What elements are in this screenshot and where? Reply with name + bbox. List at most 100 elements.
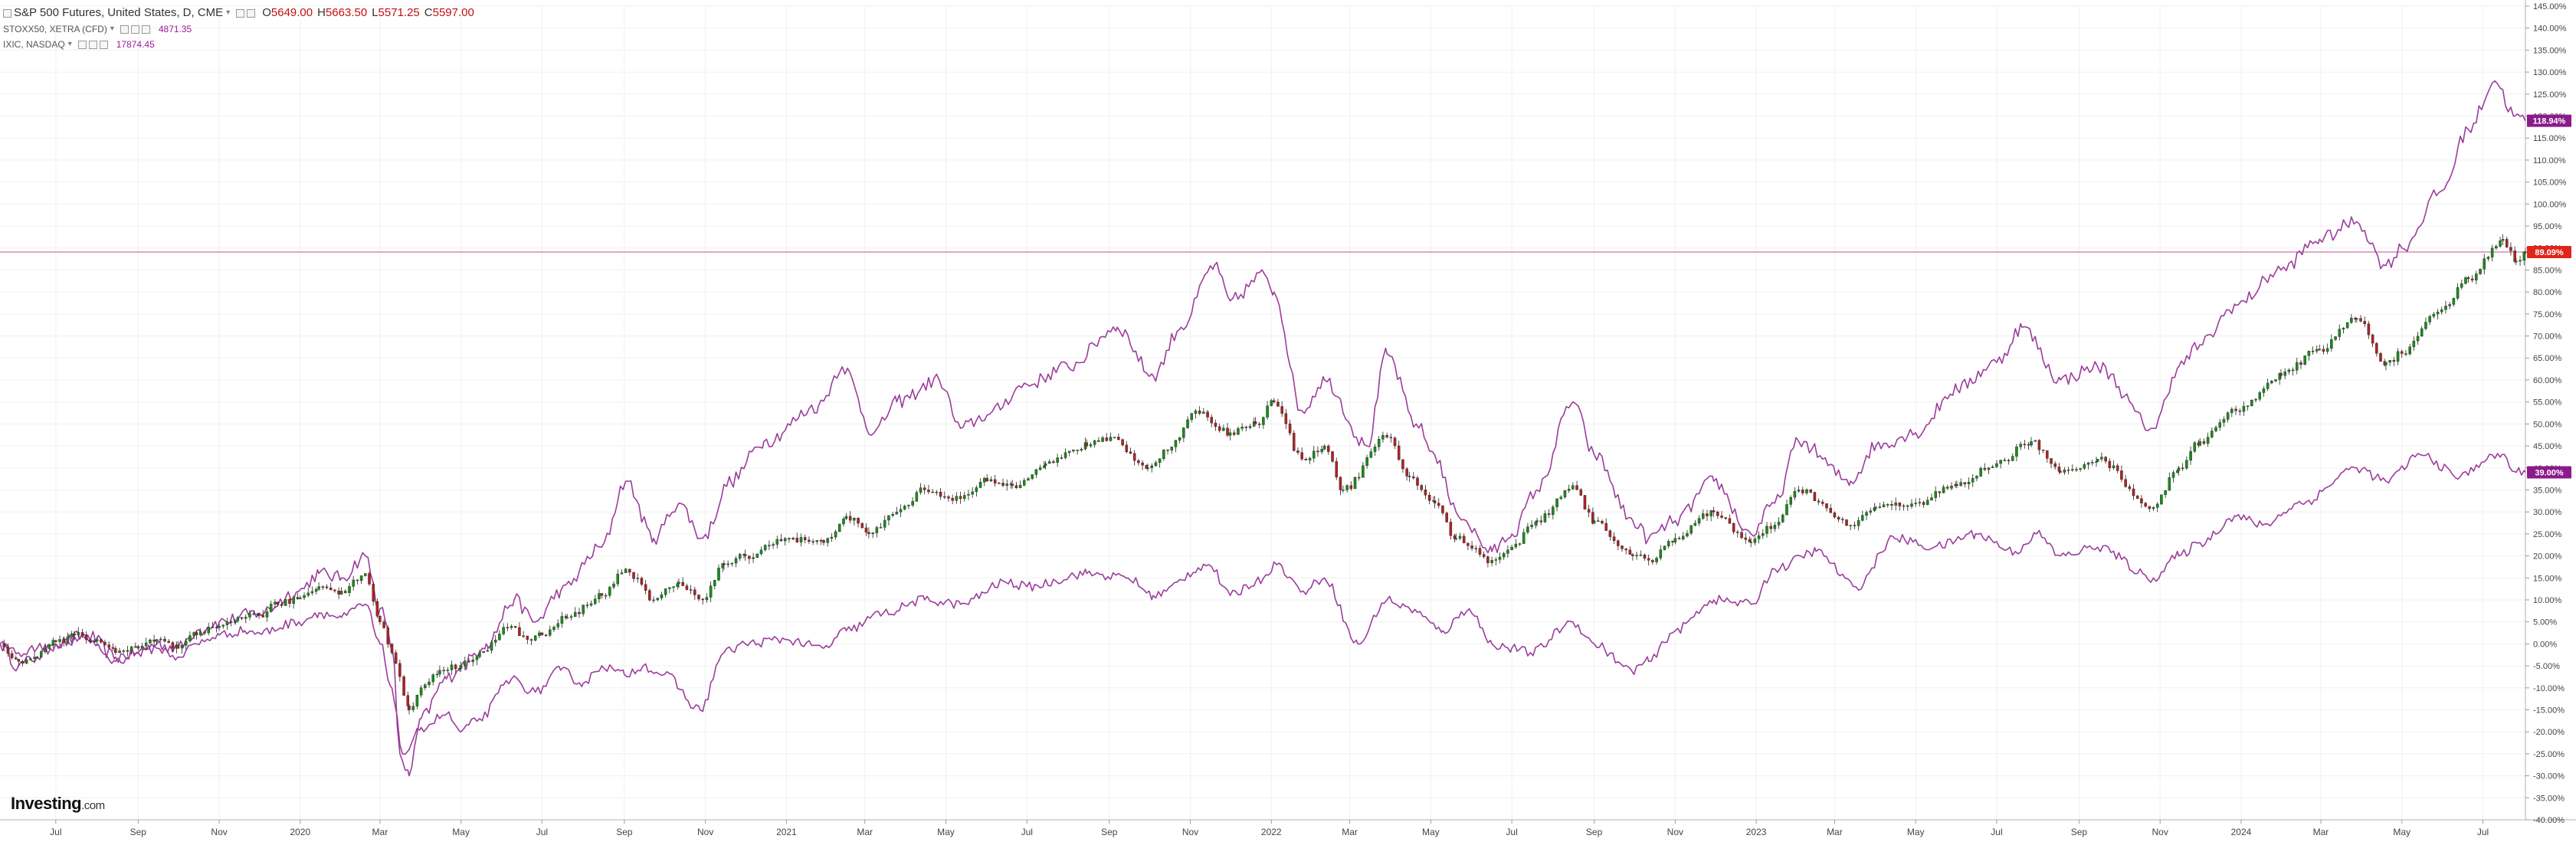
chevron-down-icon[interactable]: ▾: [67, 40, 72, 48]
candle-body: [1162, 449, 1165, 459]
settings-square-icon[interactable]: [120, 25, 129, 34]
legend-main-row[interactable]: S&P 500 Futures, United States, D, CME ▾…: [3, 5, 474, 21]
candle-body: [867, 532, 870, 535]
candle-body: [1047, 461, 1051, 464]
candle-body: [644, 584, 647, 591]
candle-body: [406, 695, 410, 706]
x-tick-label: May: [452, 827, 470, 837]
candle-body: [29, 658, 32, 660]
candle-body: [2424, 322, 2427, 329]
x-tick-label: May: [1422, 827, 1440, 837]
candle-body: [2046, 450, 2049, 459]
collapse-legend-icon[interactable]: [3, 8, 11, 18]
candle-body: [111, 647, 115, 649]
candle-body: [1592, 520, 1596, 524]
candle-body: [1412, 477, 1415, 479]
close-label: C: [424, 6, 433, 19]
candle-body: [2519, 260, 2522, 262]
settings-square-icon[interactable]: [77, 40, 87, 49]
candle-body: [1067, 450, 1071, 453]
candle-body: [1408, 476, 1411, 477]
candle-body: [598, 593, 601, 600]
candle-body: [1146, 467, 1149, 469]
candle-body: [549, 629, 552, 636]
candle-body: [1959, 482, 1962, 486]
candle-body: [303, 595, 306, 598]
candle-body: [114, 648, 117, 654]
candle-body: [77, 632, 80, 636]
candle-body: [236, 617, 240, 621]
candle-body: [2086, 462, 2090, 465]
candle-body: [2490, 247, 2494, 257]
candle-body: [2037, 440, 2041, 450]
hide-square-icon[interactable]: [247, 8, 256, 18]
candle-body: [1405, 468, 1408, 477]
settings-square-icon[interactable]: [236, 8, 245, 18]
hide-square-icon[interactable]: [130, 25, 139, 34]
legend-compare-row-2[interactable]: IXIC, NASDAQ ▾ 17874.45: [3, 37, 474, 52]
y-tick-label: 35.00%: [2533, 486, 2562, 495]
candle-body: [402, 676, 405, 696]
close-square-icon[interactable]: [141, 25, 150, 34]
candle-body: [442, 670, 445, 672]
y-axis[interactable]: 145.00%140.00%135.00%130.00%125.00%120.0…: [2525, 2, 2567, 825]
candle-body: [95, 639, 99, 642]
y-tick-label: -20.00%: [2533, 728, 2565, 737]
candle-body: [1043, 465, 1046, 468]
candle-body: [2246, 405, 2250, 407]
candle-body: [1647, 558, 1650, 561]
y-tick-label: 110.00%: [2533, 156, 2566, 165]
candle-body: [1785, 504, 1788, 516]
open-label: O: [262, 6, 271, 19]
compare-symbol-name[interactable]: STOXX50, XETRA (CFD): [3, 24, 107, 34]
candle-body: [2486, 257, 2490, 259]
close-square-icon[interactable]: [99, 40, 108, 49]
compare-symbol-name[interactable]: IXIC, NASDAQ: [3, 39, 65, 50]
hide-square-icon[interactable]: [88, 40, 97, 49]
candle-body: [163, 638, 166, 642]
candle-body: [1237, 428, 1240, 435]
x-tick-label: Jul: [1021, 827, 1033, 837]
candle-body: [1458, 536, 1462, 539]
candle-body: [1813, 492, 1817, 502]
main-symbol-title[interactable]: S&P 500 Futures, United States, D, CME: [14, 6, 224, 19]
candle-body: [122, 650, 126, 652]
y-tick-label: 20.00%: [2533, 552, 2562, 562]
candle-body: [2342, 328, 2345, 329]
candle-body: [2011, 456, 2014, 461]
candle-body: [1182, 428, 1185, 438]
candle-body: [985, 477, 988, 482]
candle-body: [962, 495, 966, 500]
candle-body: [498, 634, 501, 641]
candle-body: [2135, 495, 2139, 500]
chevron-down-icon[interactable]: ▾: [110, 25, 114, 33]
candle-body: [1563, 490, 1567, 497]
candle-body: [955, 496, 959, 501]
candle-body: [1393, 437, 1397, 447]
candle-body: [368, 573, 371, 585]
candle-body: [1331, 451, 1334, 462]
candle-body: [1643, 554, 1647, 559]
candle-body: [2234, 408, 2237, 411]
candle-body: [118, 650, 121, 654]
candle-body: [1001, 483, 1005, 487]
candle-body: [1170, 447, 1173, 450]
candle-body: [2318, 349, 2322, 350]
candle-body: [1709, 510, 1712, 516]
chevron-down-icon[interactable]: ▾: [226, 8, 231, 17]
candle-body: [2003, 460, 2007, 461]
candle-body: [1689, 525, 1693, 534]
legend-compare-row-1[interactable]: STOXX50, XETRA (CFD) ▾ 4871.35: [3, 21, 474, 37]
candle-body: [2214, 427, 2217, 431]
x-axis[interactable]: Jul Sep Nov 2020 Mar May Jul Sep Nov 2021 Mar May Ju…: [50, 820, 2489, 837]
candle-body: [2030, 441, 2033, 446]
x-tick-label: Sep: [2071, 827, 2088, 837]
candle-body: [1744, 537, 1748, 540]
candle-body: [506, 627, 510, 628]
compare-series-line: [0, 453, 2526, 755]
candle-body: [844, 516, 848, 519]
candle-body: [795, 537, 799, 542]
candle-body: [989, 479, 993, 482]
